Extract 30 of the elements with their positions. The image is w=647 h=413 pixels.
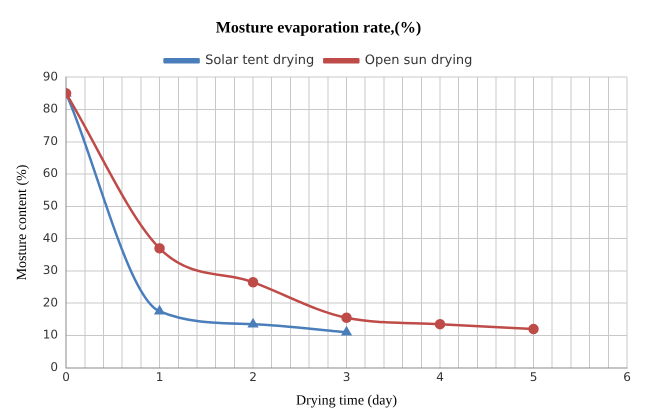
x-axis-title: Drying time (day) [296,393,398,408]
point [434,318,446,330]
y-tick-label: 70 [42,134,58,148]
legend-label: Solar tent drying [205,53,314,68]
x-tick-label: 4 [436,370,444,384]
point [528,324,539,334]
y-tick-label: 0 [50,360,58,374]
y-tick-label: 10 [42,328,58,342]
y-tick-label: 60 [42,166,58,180]
point [248,276,258,288]
y-tick-label: 50 [42,198,58,212]
y-tick-label: 30 [42,263,58,278]
point [341,312,352,323]
y-tick-label: 20 [42,295,58,310]
x-tick-label: 2 [249,370,257,384]
y-axis-title: Mosture content (%) [15,164,30,280]
x-tick-label: 3 [342,370,350,384]
point [342,327,352,336]
legend-label: Open sun drying [364,53,472,68]
x-tick-label: 6 [623,370,631,384]
x-tick-label: 1 [156,370,164,384]
y-tick-label: 80 [42,102,58,116]
x-tick-label: 5 [530,370,538,384]
point [248,318,258,328]
point [154,243,165,254]
y-tick-label: 40 [42,230,58,245]
chart-title: Mosture evaporation rate,(%) [216,20,422,37]
x-tick-label: 0 [62,370,70,384]
point [154,306,164,315]
y-tick-label: 90 [42,69,58,84]
